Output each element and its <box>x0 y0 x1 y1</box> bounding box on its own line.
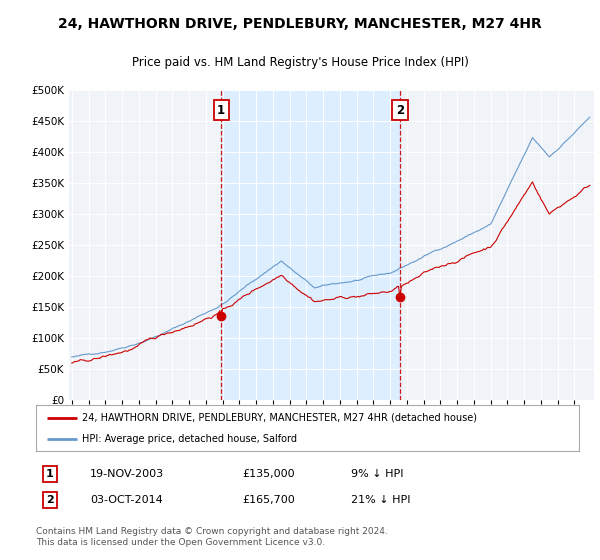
Text: 2: 2 <box>46 495 53 505</box>
Text: 03-OCT-2014: 03-OCT-2014 <box>91 495 163 505</box>
Text: 1: 1 <box>217 104 225 116</box>
Text: 9% ↓ HPI: 9% ↓ HPI <box>351 469 403 479</box>
Text: 19-NOV-2003: 19-NOV-2003 <box>91 469 164 479</box>
Text: 21% ↓ HPI: 21% ↓ HPI <box>351 495 410 505</box>
Text: 24, HAWTHORN DRIVE, PENDLEBURY, MANCHESTER, M27 4HR (detached house): 24, HAWTHORN DRIVE, PENDLEBURY, MANCHEST… <box>82 413 477 423</box>
Text: £165,700: £165,700 <box>242 495 295 505</box>
Text: £135,000: £135,000 <box>242 469 295 479</box>
Text: 24, HAWTHORN DRIVE, PENDLEBURY, MANCHESTER, M27 4HR: 24, HAWTHORN DRIVE, PENDLEBURY, MANCHEST… <box>58 17 542 31</box>
Text: HPI: Average price, detached house, Salford: HPI: Average price, detached house, Salf… <box>82 435 297 444</box>
Bar <box>221 90 400 400</box>
Text: 2: 2 <box>396 104 404 116</box>
Text: Contains HM Land Registry data © Crown copyright and database right 2024.
This d: Contains HM Land Registry data © Crown c… <box>36 527 388 547</box>
Text: 1: 1 <box>46 469 53 479</box>
Text: Price paid vs. HM Land Registry's House Price Index (HPI): Price paid vs. HM Land Registry's House … <box>131 57 469 69</box>
